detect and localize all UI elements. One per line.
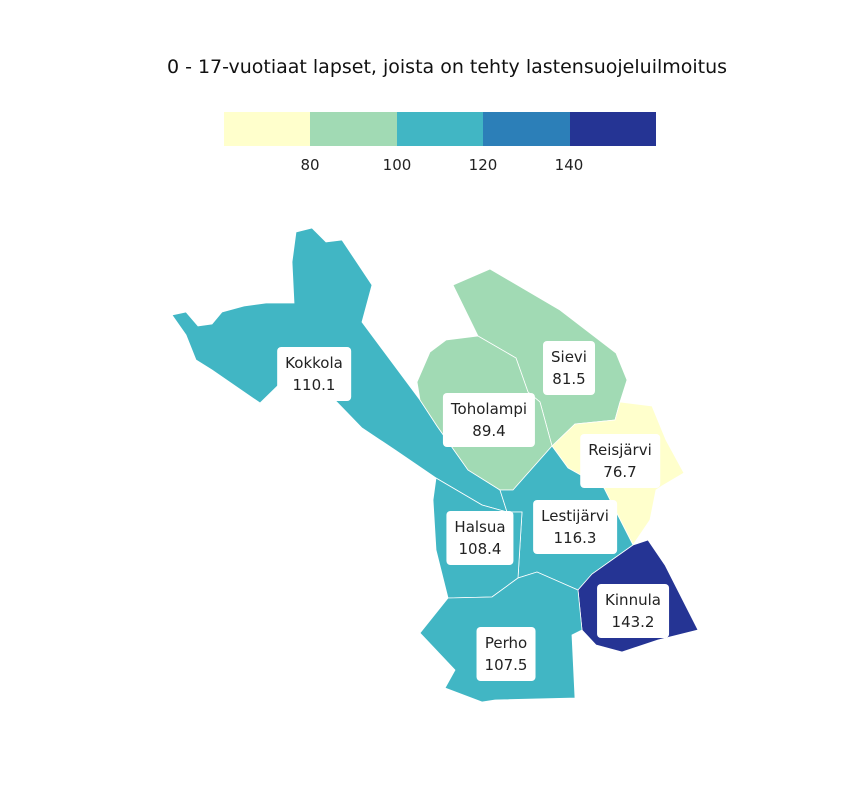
- label-halsua: Halsua 108.4: [446, 511, 514, 565]
- label-kokkola-value: 110.1: [292, 376, 336, 394]
- legend-swatch-3: [396, 112, 484, 146]
- label-lestijarvi: Lestijärvi 116.3: [533, 500, 617, 554]
- label-kokkola-name: Kokkola: [285, 354, 343, 372]
- legend-swatch-2: [310, 112, 397, 146]
- label-halsua-name: Halsua: [454, 518, 506, 536]
- legend-tick-120: 120: [468, 156, 498, 174]
- label-kinnula: Kinnula 143.2: [597, 584, 669, 638]
- label-toholampi-value: 89.4: [472, 422, 506, 440]
- label-sievi-name: Sievi: [551, 348, 587, 366]
- label-perho: Perho 107.5: [476, 627, 536, 681]
- legend-tick-140: 140: [554, 156, 584, 174]
- label-toholampi: Toholampi 89.4: [442, 393, 536, 447]
- label-toholampi-name: Toholampi: [450, 400, 528, 418]
- label-perho-value: 107.5: [484, 656, 528, 674]
- label-kokkola: Kokkola 110.1: [277, 347, 351, 401]
- legend-tick-80: 80: [300, 156, 320, 174]
- legend-color-bar: [224, 112, 657, 146]
- label-lestijarvi-name: Lestijärvi: [541, 507, 609, 525]
- legend-swatch-5: [569, 112, 657, 146]
- map-title: 0 - 17-vuotiaat lapset, joista on tehty …: [166, 56, 728, 78]
- label-kinnula-value: 143.2: [611, 613, 655, 631]
- label-perho-name: Perho: [484, 634, 528, 652]
- legend-swatch-4: [483, 112, 570, 146]
- label-kinnula-name: Kinnula: [605, 591, 661, 609]
- legend-tick-100: 100: [382, 156, 412, 174]
- legend-swatch-1: [224, 112, 311, 146]
- label-sievi: Sievi 81.5: [543, 341, 595, 395]
- label-lestijarvi-value: 116.3: [553, 529, 597, 547]
- label-halsua-value: 108.4: [458, 540, 502, 558]
- label-reisjarvi-value: 76.7: [603, 463, 637, 481]
- label-reisjarvi-name: Reisjärvi: [588, 441, 652, 459]
- label-sievi-value: 81.5: [552, 370, 586, 388]
- label-reisjarvi: Reisjärvi 76.7: [580, 434, 660, 488]
